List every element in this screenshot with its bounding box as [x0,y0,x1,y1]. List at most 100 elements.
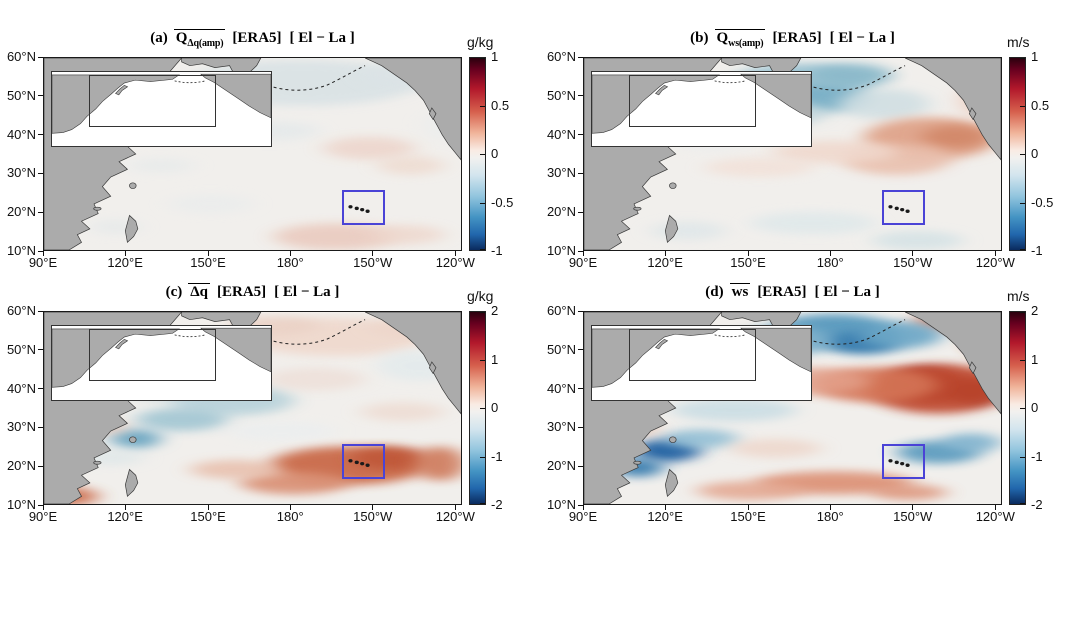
y-tick-label-a: 40°N [6,126,36,142]
x-tick-label-a: 120°W [435,255,475,270]
hawaii-islands-b [905,209,910,213]
y-tick-label-d: 30°N [546,419,576,435]
panel-variable-d: ws [729,283,751,300]
x-tick-label-d: 150°E [730,509,766,524]
x-tick-d [582,505,584,510]
colorbar-tick-label-c: 0 [491,400,499,415]
inset-domain-box-d [629,329,757,382]
hawaii-islands-a [360,207,365,212]
x-tick-label-c: 120°E [107,509,143,524]
colorbar-tick-c [480,359,485,361]
x-tick-a [207,251,209,256]
y-tick-label-d: 40°N [546,380,576,396]
y-tick-b [578,56,583,58]
colorbar-tick-a [480,105,485,107]
panel-dataset-a: [ERA5] [232,30,282,46]
aleutian-island-arc-a [257,66,365,91]
inset-map-d [591,325,813,402]
colorbar-tick-d [1020,503,1025,504]
y-tick-b [578,95,583,97]
x-tick-label-a: 150°W [353,255,393,270]
colorbar-tick-a [480,249,485,250]
colorbar-tick-c [480,312,485,313]
y-tick-label-d: 10°N [546,497,576,512]
y-tick-label-d: 60°N [546,303,576,318]
hawaii-islands-c [354,460,359,465]
y-tick-a [38,172,43,174]
x-tick-c [124,505,126,510]
colorbar-unit-a: g/kg [467,34,494,50]
x-tick-d [912,505,914,510]
x-tick-a [372,251,374,256]
colorbar-tick-b [1020,154,1025,155]
y-tick-c [38,465,43,467]
panel-variable-b: Qws(amp) [714,29,766,49]
x-tick-label-b: 150°E [730,255,766,270]
hawaii-islands-d [888,459,893,463]
x-tick-b [747,251,749,256]
aleutian-island-arc-c [257,320,365,345]
panel-index-d: (d) [705,284,724,300]
x-tick-label-a: 120°E [107,255,143,270]
aleutian-island-arc-d [797,320,905,345]
y-tick-label-d: 50°N [546,341,576,357]
hawaii-islands-a [354,206,359,211]
colorbar-tick-label-a: 0 [491,146,499,161]
y-tick-b [578,211,583,213]
inset-world-c [52,326,272,400]
y-tick-b [578,172,583,174]
y-tick-label-b: 50°N [546,87,576,103]
y-tick-label-b: 40°N [546,126,576,142]
y-tick-label-a: 20°N [6,204,36,220]
hawaii-islands-d [894,460,899,465]
y-tick-d [578,310,583,312]
colorbar-tick-label-a: -1 [491,243,503,258]
colorbar-tick-label-c: -2 [491,497,503,512]
highlight-box-a [342,190,386,226]
y-tick-label-b: 30°N [546,165,576,181]
colorbar-tick-b [1020,105,1025,107]
y-tick-c [38,388,43,390]
hawaii-islands-b [900,207,905,212]
colorbar-tick-a [480,58,485,59]
x-tick-label-b: 90°E [568,255,598,270]
hawaii-islands-c [360,461,365,466]
colorbar-tick-label-c: 1 [491,351,499,367]
colorbar-tick-label-b: 1 [1031,49,1039,64]
x-tick-d [829,505,831,510]
inset-world-d [592,326,812,400]
inset-world-a [52,72,272,146]
panel-title-b: (b) Qws(amp) [ERA5] [ El − La ] [583,29,1002,50]
y-tick-label-a: 10°N [6,243,36,258]
y-tick-label-b: 20°N [546,204,576,220]
panel-title-d: (d) ws [ERA5] [ El − La ] [583,283,1002,301]
aleutian-island-arc-b [797,66,905,91]
colorbar-tick-label-d: 2 [1031,303,1039,318]
x-tick-a [42,251,44,256]
y-tick-label-c: 20°N [6,458,36,474]
colorbar-tick-d [1020,408,1025,409]
colorbar-tick-c [480,456,485,458]
x-tick-b [664,251,666,256]
inset-domain-box-c [89,329,217,382]
highlight-box-d [882,444,926,480]
map-panel-a [43,57,462,251]
x-tick-label-c: 180° [276,509,304,524]
highlight-box-b [882,190,926,226]
y-tick-c [38,426,43,428]
inset-map-a [51,71,273,148]
colorbar-tick-a [480,154,485,155]
y-tick-label-b: 60°N [546,49,576,64]
colorbar-tick-a [480,202,485,204]
x-tick-c [289,505,291,510]
colorbar-tick-d [1020,312,1025,313]
y-tick-label-a: 50°N [6,87,36,103]
panel-dataset-d: [ERA5] [757,284,807,300]
inset-map-b [591,71,813,148]
inset-map-c [51,325,273,402]
inset-domain-box-b [629,75,757,128]
panel-condition-c: [ El − La ] [274,284,340,300]
hawaii-islands-c [365,463,370,467]
panel-title-c: (c) Δq [ERA5] [ El − La ] [43,283,462,301]
